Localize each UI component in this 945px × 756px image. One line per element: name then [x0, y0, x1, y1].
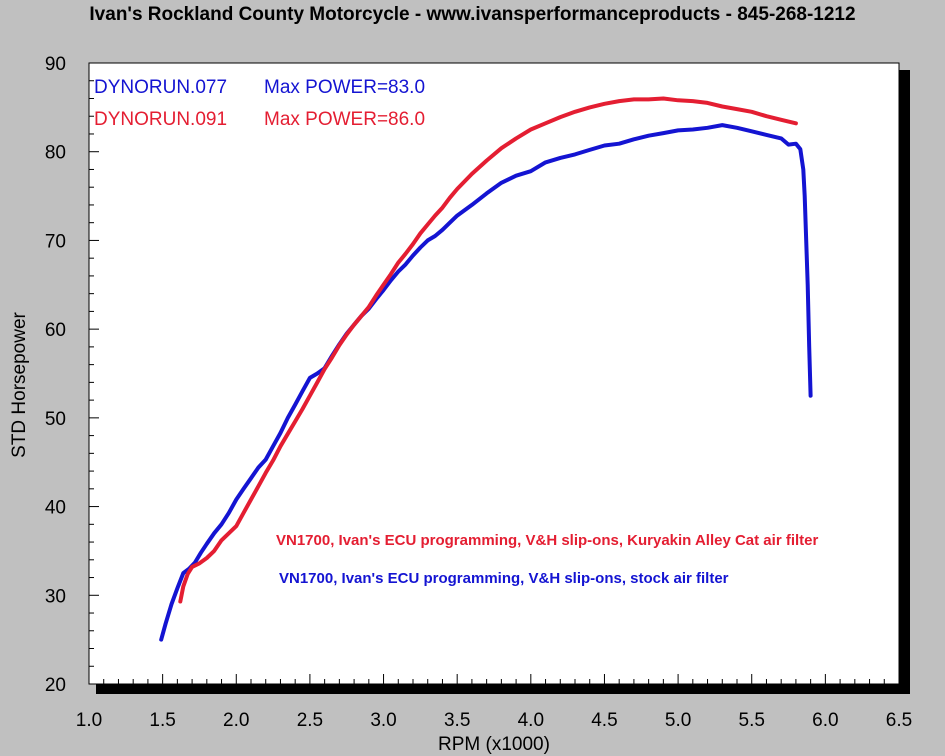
x-tick-label: 1.0 [76, 710, 102, 731]
x-tick-label: 5.5 [739, 710, 765, 731]
chart-title: Ivan's Rockland County Motorcycle - www.… [89, 4, 856, 25]
y-axis-tick-labels: 20 30 40 50 60 70 80 90 [45, 54, 66, 696]
x-tick-label: 6.0 [812, 710, 838, 731]
annotation-red: VN1700, Ivan's ECU programming, V&H slip… [276, 532, 818, 549]
x-axis-label: RPM (x1000) [438, 734, 550, 755]
x-axis-tick-labels: 1.0 1.5 2.0 2.5 3.0 3.5 4.0 4.5 5.0 5.5 6.0 6.5 [76, 710, 912, 731]
series-layer [159, 96, 813, 642]
x-tick-label: 4.5 [591, 710, 617, 731]
y-tick-label: 20 [45, 675, 66, 696]
y-tick-label: 80 [45, 143, 66, 164]
y-tick-label: 30 [45, 586, 66, 607]
legend-label-2: Max POWER=86.0 [264, 109, 425, 130]
x-tick-label: 5.0 [665, 710, 691, 731]
series-line-dynorun-091 [178, 96, 798, 604]
axis-ticks [88, 62, 900, 685]
series-line-dynorun-077 [159, 123, 813, 642]
plot-area [88, 62, 900, 685]
y-tick-label: 90 [45, 54, 66, 75]
legend: DYNORUN.077 Max POWER=83.0 DYNORUN.091 M… [94, 77, 425, 130]
x-tick-label: 2.5 [297, 710, 323, 731]
y-tick-label: 70 [45, 231, 66, 252]
annotation-blue: VN1700, Ivan's ECU programming, V&H slip… [279, 570, 729, 587]
x-tick-label: 4.0 [518, 710, 544, 731]
x-tick-label: 3.5 [444, 710, 470, 731]
x-tick-label: 1.5 [149, 710, 175, 731]
legend-entry-1: DYNORUN.077 Max POWER=83.0 [94, 77, 425, 98]
x-tick-label: 3.0 [370, 710, 396, 731]
legend-run-1: DYNORUN.077 [94, 77, 227, 98]
legend-run-2: DYNORUN.091 [94, 109, 227, 130]
y-tick-label: 40 [45, 498, 66, 519]
y-tick-label: 60 [45, 320, 66, 341]
y-tick-label: 50 [45, 409, 66, 430]
legend-label-1: Max POWER=83.0 [264, 77, 425, 98]
x-tick-label: 2.0 [223, 710, 249, 731]
x-tick-label: 6.5 [886, 710, 912, 731]
y-axis-label: STD Horsepower [9, 311, 30, 457]
legend-entry-2: DYNORUN.091 Max POWER=86.0 [94, 109, 425, 130]
